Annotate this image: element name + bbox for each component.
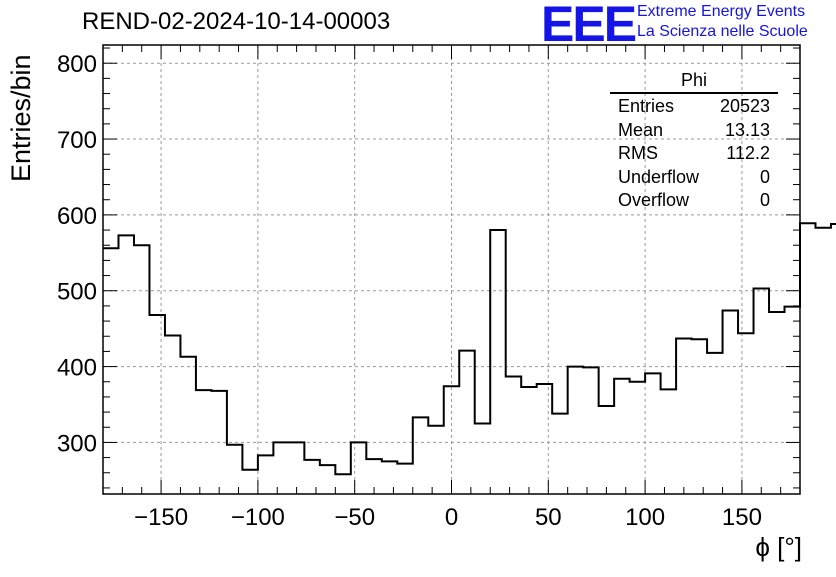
histogram-bin	[242, 470, 257, 494]
x-tick-label: 0	[445, 504, 458, 531]
stats-row-overflow: Overflow 0	[610, 188, 778, 212]
stats-value: 20523	[719, 96, 770, 116]
org-name-line2: La Scienza nelle Scuole	[637, 23, 808, 40]
histogram-bin	[335, 474, 350, 494]
histogram-bin	[351, 442, 366, 494]
histogram-bin	[444, 386, 459, 494]
stats-value: 112.2	[726, 143, 770, 163]
stats-box: Phi Entries 20523 Mean 13.13 RMS 112.2 U…	[610, 70, 778, 212]
histogram-bin	[614, 379, 629, 494]
stats-row-entries: Entries 20523	[610, 94, 778, 118]
stats-row-underflow: Underflow 0	[610, 165, 778, 189]
histogram-bin	[103, 248, 118, 494]
histogram-bin	[599, 406, 614, 494]
y-tick-label: 600	[57, 203, 97, 230]
histogram-bin	[583, 367, 598, 494]
histogram-bin	[707, 353, 722, 494]
y-tick-label: 400	[57, 355, 97, 382]
histogram-bin	[382, 461, 397, 494]
y-tick-label: 300	[57, 430, 97, 457]
stats-label: RMS	[618, 143, 658, 163]
x-tick-label: −50	[334, 504, 375, 531]
histogram-bin	[661, 389, 676, 494]
histogram-bin	[134, 245, 149, 494]
y-tick-label: 700	[57, 127, 97, 154]
histogram-outline	[103, 222, 836, 476]
x-tick-label: −150	[134, 504, 188, 531]
x-tick-label: −100	[231, 504, 285, 531]
histogram-bin	[289, 442, 304, 494]
histogram-bin	[630, 382, 645, 494]
histogram-bin	[785, 307, 800, 494]
histogram-bin	[320, 465, 335, 494]
stats-box-title: Phi	[610, 70, 778, 94]
histogram-bin	[800, 223, 815, 494]
stats-row-mean: Mean 13.13	[610, 118, 778, 142]
org-name-line1: Extreme Energy Events	[637, 3, 806, 20]
histogram-bin	[180, 357, 195, 494]
histogram-bin	[258, 455, 273, 494]
x-axis-label: ϕ [°]	[755, 532, 802, 562]
histogram-bin	[149, 315, 164, 494]
stats-value: 0	[759, 166, 770, 187]
histogram-bin	[521, 387, 536, 494]
histogram-bin	[692, 339, 707, 494]
histogram-bin	[366, 459, 381, 494]
stats-label: Mean	[618, 119, 664, 140]
x-tick-label: 100	[625, 504, 665, 531]
y-axis-label: Entries/bin	[6, 54, 36, 182]
histogram-bin	[738, 333, 753, 494]
histogram-bin	[723, 310, 738, 494]
histogram-bin	[831, 224, 836, 494]
histogram-bin	[568, 367, 583, 494]
histogram-bin	[211, 391, 226, 494]
eee-logo: EEE	[541, 0, 637, 52]
histogram-bin	[506, 376, 521, 494]
histogram-bin	[490, 230, 505, 494]
y-tick-label: 500	[57, 279, 97, 306]
histogram-bin	[645, 373, 660, 494]
histogram-bin	[537, 384, 552, 494]
stats-label: Overflow	[618, 190, 690, 210]
stats-label: Underflow	[618, 166, 700, 187]
histogram-bin	[754, 288, 769, 494]
histogram-bin	[413, 417, 428, 494]
histogram-bin	[769, 312, 784, 494]
histogram-bin	[815, 228, 830, 494]
histogram-bin	[552, 414, 567, 494]
x-tick-label: 50	[535, 504, 562, 531]
y-tick-label: 800	[57, 51, 97, 78]
histogram-bin	[475, 423, 490, 494]
histogram-bin	[397, 464, 412, 494]
histogram-bin	[227, 445, 242, 494]
stats-value: 13.13	[724, 119, 770, 140]
histogram-bin	[165, 335, 180, 494]
histogram-bin	[273, 442, 288, 494]
histogram-bin	[459, 351, 474, 494]
histogram-bin	[428, 426, 443, 494]
histogram-bin	[118, 235, 133, 494]
histogram-bin	[196, 390, 211, 494]
x-tick-label: 150	[722, 504, 762, 531]
histogram-bin	[304, 460, 319, 494]
stats-value: 0	[759, 190, 770, 210]
histogram-bin	[676, 339, 691, 494]
stats-row-rms: RMS 112.2	[610, 141, 778, 165]
chart-title: REND-02-2024-10-14-00003	[82, 8, 391, 35]
stats-label: Entries	[618, 96, 675, 116]
